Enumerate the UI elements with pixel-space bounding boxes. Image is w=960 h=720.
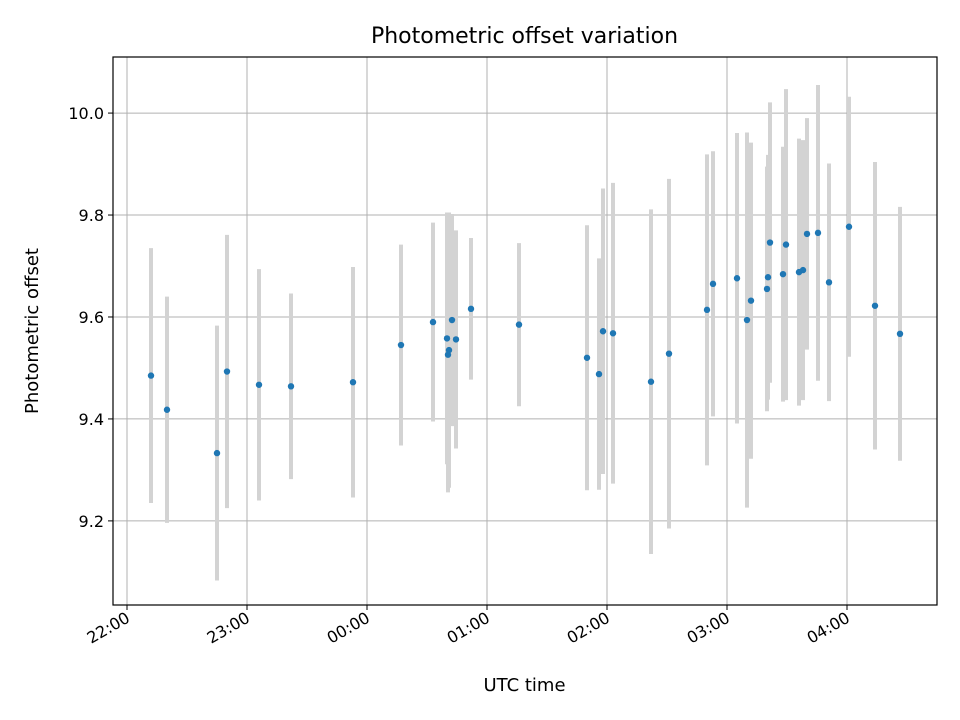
y-axis-ticks: 9.2 9.4 9.6 9.8 10.0 — [68, 104, 113, 531]
data-point — [445, 346, 453, 354]
data-point — [599, 328, 607, 335]
data-point — [429, 318, 437, 326]
data-point — [397, 341, 405, 349]
plot-frame — [112, 56, 938, 606]
data-point — [255, 381, 263, 388]
data-point — [747, 297, 755, 304]
y-tick-label: 9.4 — [79, 410, 104, 429]
data-point — [448, 316, 456, 324]
data-point — [595, 370, 603, 378]
data-point — [583, 354, 591, 361]
data-point — [665, 350, 673, 357]
data-point — [163, 406, 171, 413]
data-points — [147, 223, 904, 457]
data-point — [467, 305, 475, 313]
data-point — [871, 302, 879, 309]
data-point — [223, 368, 231, 375]
data-point — [825, 279, 833, 286]
data-point — [845, 223, 853, 230]
data-point — [766, 239, 774, 246]
data-point — [779, 270, 787, 278]
y-axis-label: Photometric offset — [22, 248, 43, 414]
chart-title: Photometric offset variation — [371, 24, 678, 49]
x-axis-label: UTC time — [483, 675, 565, 696]
data-point — [896, 330, 904, 338]
data-point — [764, 274, 772, 281]
data-point — [515, 321, 523, 328]
data-point — [703, 306, 711, 314]
data-point — [743, 316, 751, 324]
data-point — [213, 449, 221, 457]
data-point — [763, 285, 771, 293]
y-tick-label: 10.0 — [68, 104, 104, 123]
data-point — [814, 229, 822, 237]
data-point — [609, 330, 617, 337]
data-point — [803, 230, 811, 238]
data-point — [287, 383, 295, 390]
data-point — [349, 379, 357, 386]
y-tick-label: 9.8 — [79, 206, 104, 225]
data-point — [452, 336, 460, 343]
data-point — [782, 241, 790, 248]
y-tick-label: 9.2 — [79, 512, 104, 531]
data-point — [647, 378, 655, 385]
y-tick-label: 9.6 — [79, 308, 104, 327]
data-point — [443, 335, 451, 342]
data-point — [733, 275, 741, 282]
data-point — [709, 280, 717, 288]
data-point — [147, 372, 155, 379]
data-point — [799, 266, 807, 274]
